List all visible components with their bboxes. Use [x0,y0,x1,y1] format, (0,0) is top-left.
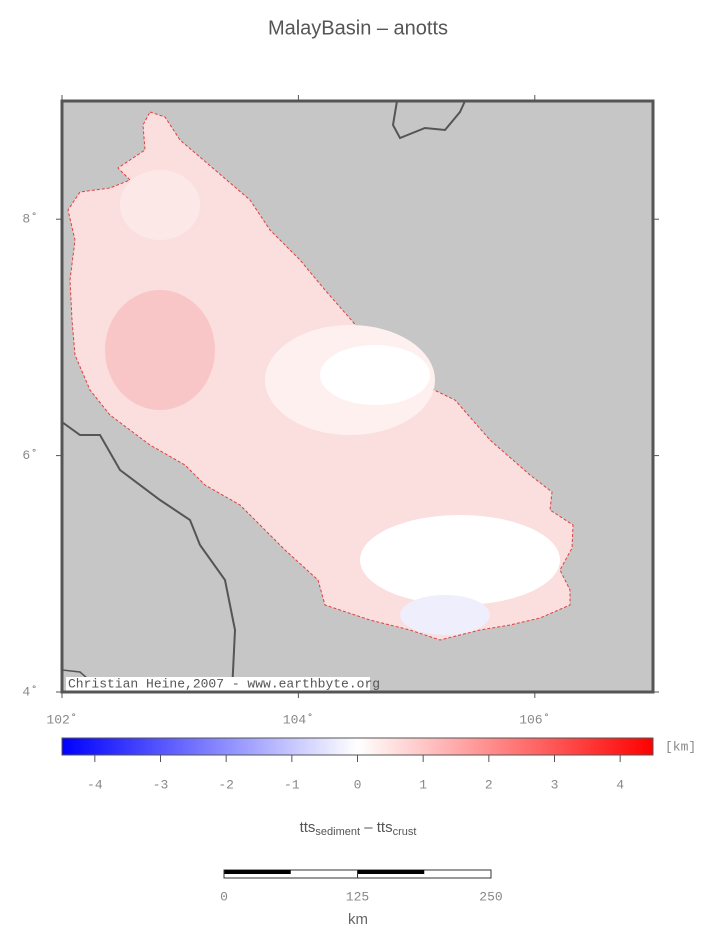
map: Christian Heine,2007 - www.earthbyte.org [62,101,653,692]
colorbar-tick-label: -3 [153,777,169,792]
colorbar-tick-label: -4 [87,777,103,792]
label-part: tts [300,819,316,836]
coastline [62,421,237,692]
colorbar-tick-label: 0 [354,777,362,792]
x-tick-label: 106˚ [519,712,550,727]
y-tick-label: 4˚ [22,684,38,699]
colorbar [61,737,654,756]
basin-zone [360,515,560,605]
colorbar-tick-label: 3 [551,777,559,792]
scalebar-label: 250 [479,889,502,904]
credit: Christian Heine,2007 - www.earthbyte.org [68,676,380,691]
scalebar-label: 0 [220,889,228,904]
label-sub: crust [393,826,417,838]
scalebar-segment [224,870,291,874]
title: MalayBasin – anotts [268,17,448,39]
colorbar-tick-label: -1 [284,777,300,792]
colorbar-tick-label: 2 [485,777,493,792]
scalebar-label: 125 [346,889,369,904]
basin-zone [320,345,430,405]
x-tick-label: 104˚ [283,712,314,727]
y-tick-label: 6˚ [22,448,38,463]
basin-zone [120,170,200,240]
scalebar-unit: km [348,911,368,928]
basin-low [400,595,490,635]
credit-box [66,677,370,691]
x-tick-label: 102˚ [46,712,77,727]
colorbar-unit: [km] [665,739,696,754]
label-part: – tts [360,819,393,836]
colorbar-label: ttssediment – ttscrust [300,819,417,838]
scalebar-segment [357,870,425,874]
coastline [391,101,466,140]
colorbar-tick-label: 1 [419,777,427,792]
colorbar-tick-label: -2 [218,777,234,792]
basin-high [105,290,215,410]
colorbar-tick-label: 4 [616,777,624,792]
label-sub: sediment [315,826,360,838]
y-tick-label: 8˚ [22,212,38,227]
map-frame [60,99,655,694]
